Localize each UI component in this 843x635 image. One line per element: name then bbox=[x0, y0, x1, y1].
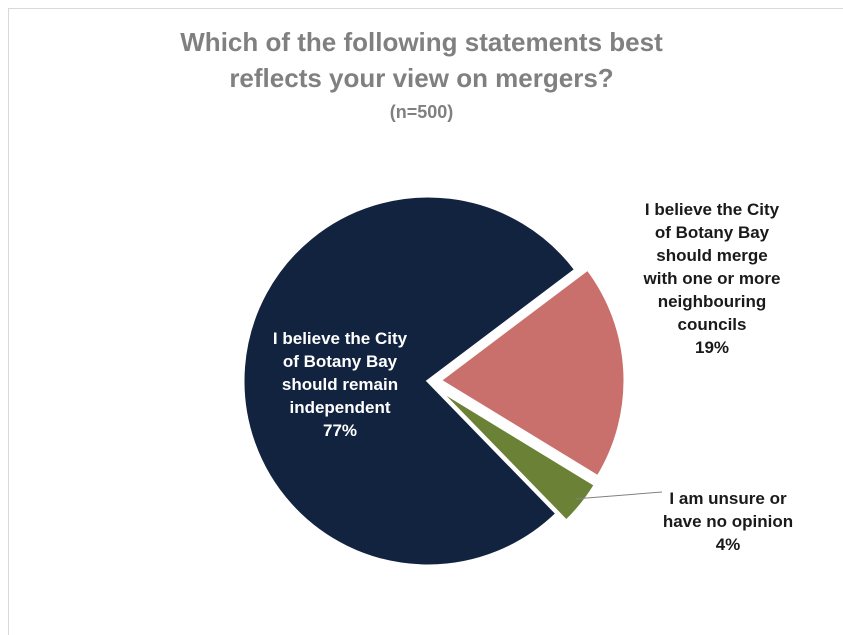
slice-label-line: I believe the City bbox=[273, 329, 408, 348]
chart-title-line-1: Which of the following statements best bbox=[180, 27, 663, 57]
pie-slice-2 bbox=[437, 266, 627, 479]
leader-line-unsure bbox=[575, 491, 663, 500]
chart-sample-size: (n=500) bbox=[389, 102, 454, 122]
slice-label-2: I believe the City of Botany Bay should me… bbox=[643, 200, 781, 357]
pie-slice-1 bbox=[241, 194, 578, 568]
slice-label-line: with one or more bbox=[643, 269, 781, 288]
slice-label-line: have no opinion bbox=[663, 512, 793, 531]
slice-value-label: 4% bbox=[716, 535, 741, 554]
slice-label-line: I believe the City bbox=[645, 200, 780, 219]
slice-label-line: I am unsure or bbox=[669, 489, 787, 508]
slice-label-3: I am unsure or have no opinion 4% bbox=[663, 489, 793, 554]
slice-label-line: neighbouring bbox=[658, 292, 767, 311]
slice-label-line: should remain bbox=[282, 375, 398, 394]
chart-title: Which of the following statements best r… bbox=[0, 24, 843, 126]
slice-label-line: should merge bbox=[656, 246, 767, 265]
slice-value-label: 19% bbox=[695, 338, 729, 357]
slice-label-line: councils bbox=[678, 315, 747, 334]
slice-value-label: 77% bbox=[323, 421, 357, 440]
slice-label-1: I believe the City of Botany Bay should re… bbox=[273, 329, 408, 440]
chart-title-line-2: reflects your view on mergers? bbox=[229, 63, 614, 93]
slice-label-line: independent bbox=[289, 398, 390, 417]
chart-frame bbox=[8, 8, 843, 635]
slice-label-line: of Botany Bay bbox=[655, 223, 770, 242]
slice-label-line: of Botany Bay bbox=[283, 352, 398, 371]
pie-slice-3 bbox=[436, 387, 598, 524]
